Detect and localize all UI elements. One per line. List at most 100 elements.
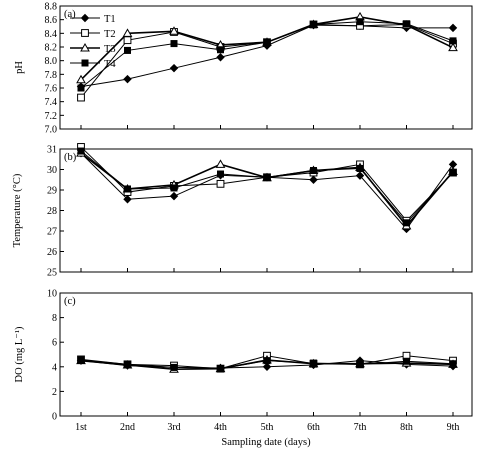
data-point	[217, 46, 225, 54]
legend-label: T4	[104, 59, 116, 70]
data-point	[124, 46, 132, 54]
x-axis-label: Sampling date (days)	[221, 437, 311, 448]
x-tick-label: 8th	[400, 422, 413, 433]
data-point	[217, 170, 225, 178]
x-tick-label: 3rd	[167, 422, 180, 433]
data-point	[448, 23, 458, 33]
legend-label: T1	[104, 14, 116, 25]
y-tick-label: 25	[47, 268, 57, 279]
data-point	[169, 26, 179, 35]
data-point	[402, 357, 410, 365]
data-point	[449, 360, 457, 368]
data-point	[448, 42, 458, 52]
series-line	[80, 152, 454, 228]
x-tick-label: 9th	[447, 422, 460, 433]
data-point	[356, 360, 364, 368]
data-point	[262, 362, 272, 372]
data-point	[216, 179, 225, 188]
y-tick-label: 0	[52, 412, 57, 423]
series-t4	[77, 356, 457, 373]
series-line	[80, 24, 453, 88]
y-tick-label: 7.0	[45, 125, 58, 136]
y-tick-label: 4	[52, 362, 57, 373]
data-point	[263, 38, 271, 46]
data-point	[170, 363, 178, 371]
y-tick-label: 27	[47, 227, 57, 238]
y-tick-label: 8.4	[45, 29, 58, 40]
x-tick-label: 4th	[214, 422, 227, 433]
data-point	[124, 360, 132, 368]
y-tick-label: 8.8	[45, 2, 58, 13]
y-axis-label: pH	[14, 61, 25, 74]
y-axis-label: DO (mg L⁻¹)	[14, 326, 25, 382]
data-point	[356, 164, 364, 172]
plot-frame	[59, 292, 473, 417]
y-tick-label: 29	[47, 186, 57, 197]
x-tick-label: 7th	[354, 422, 367, 433]
y-tick-label: 6	[52, 338, 57, 349]
series-t4	[77, 18, 457, 92]
data-point	[215, 159, 226, 168]
data-point	[309, 359, 317, 367]
data-point	[356, 18, 364, 26]
data-point	[402, 219, 410, 227]
data-point	[263, 357, 271, 365]
legend-label: T3	[104, 44, 116, 55]
plot-frame	[59, 5, 473, 130]
data-point	[402, 20, 410, 28]
series-line	[80, 21, 454, 89]
panel-label: (a)	[64, 9, 76, 20]
data-point	[169, 191, 179, 201]
legend-marker	[80, 13, 90, 23]
y-tick-label: 7.2	[45, 111, 58, 122]
data-point	[123, 74, 132, 84]
y-tick-label: 7.4	[45, 97, 58, 108]
series-line	[80, 150, 454, 224]
data-point	[169, 63, 179, 73]
data-point	[76, 74, 86, 84]
y-tick-label: 26	[47, 247, 57, 258]
series-t1	[76, 20, 458, 91]
legend-label: T2	[104, 29, 116, 40]
y-tick-label: 7.6	[45, 84, 58, 95]
legend-marker	[81, 59, 89, 67]
data-point	[77, 147, 85, 155]
data-point	[77, 356, 85, 364]
y-axis-label: Temperature (°C)	[12, 173, 23, 247]
data-point	[217, 365, 225, 373]
y-tick-label: 8.0	[45, 56, 58, 67]
panel-label: (b)	[64, 152, 77, 163]
data-point	[124, 185, 132, 193]
data-point	[123, 36, 132, 45]
y-tick-label: 30	[47, 165, 57, 176]
y-tick-label: 8.6	[45, 15, 58, 26]
legend-marker	[80, 42, 90, 52]
data-point	[216, 53, 225, 62]
panel-c: 0 2 4 6 8 10 DO (mg L⁻¹) (c)	[14, 289, 473, 423]
y-tick-label: 31	[47, 145, 57, 156]
data-point	[355, 171, 365, 180]
data-point	[449, 37, 457, 45]
series-t4	[77, 147, 457, 227]
panel-label: (c)	[64, 296, 76, 307]
y-tick-label: 7.8	[45, 70, 58, 81]
y-tick-label: 28	[47, 206, 57, 217]
plot-frame	[59, 148, 473, 273]
data-point	[77, 93, 85, 102]
data-point	[123, 195, 132, 204]
series-t2	[77, 143, 457, 225]
y-tick-label: 2	[52, 387, 57, 398]
data-point	[263, 173, 271, 181]
data-point	[77, 84, 85, 92]
data-point	[449, 169, 457, 177]
x-tick-label: 6th	[307, 422, 320, 433]
panel-b: 25 26 27 28 29 30 31 Temperature (°C) (b)	[12, 143, 473, 279]
panel-a: 7.07.27.47.67.88.08.28.48.68.8pH(a) T1T2T…	[14, 2, 473, 136]
x-tick-label: 1st	[75, 422, 87, 433]
data-point	[170, 184, 178, 192]
legend: T1 T2 T3 T4	[70, 13, 116, 70]
series-line	[80, 146, 454, 222]
x-tick-label: 2nd	[120, 422, 135, 433]
